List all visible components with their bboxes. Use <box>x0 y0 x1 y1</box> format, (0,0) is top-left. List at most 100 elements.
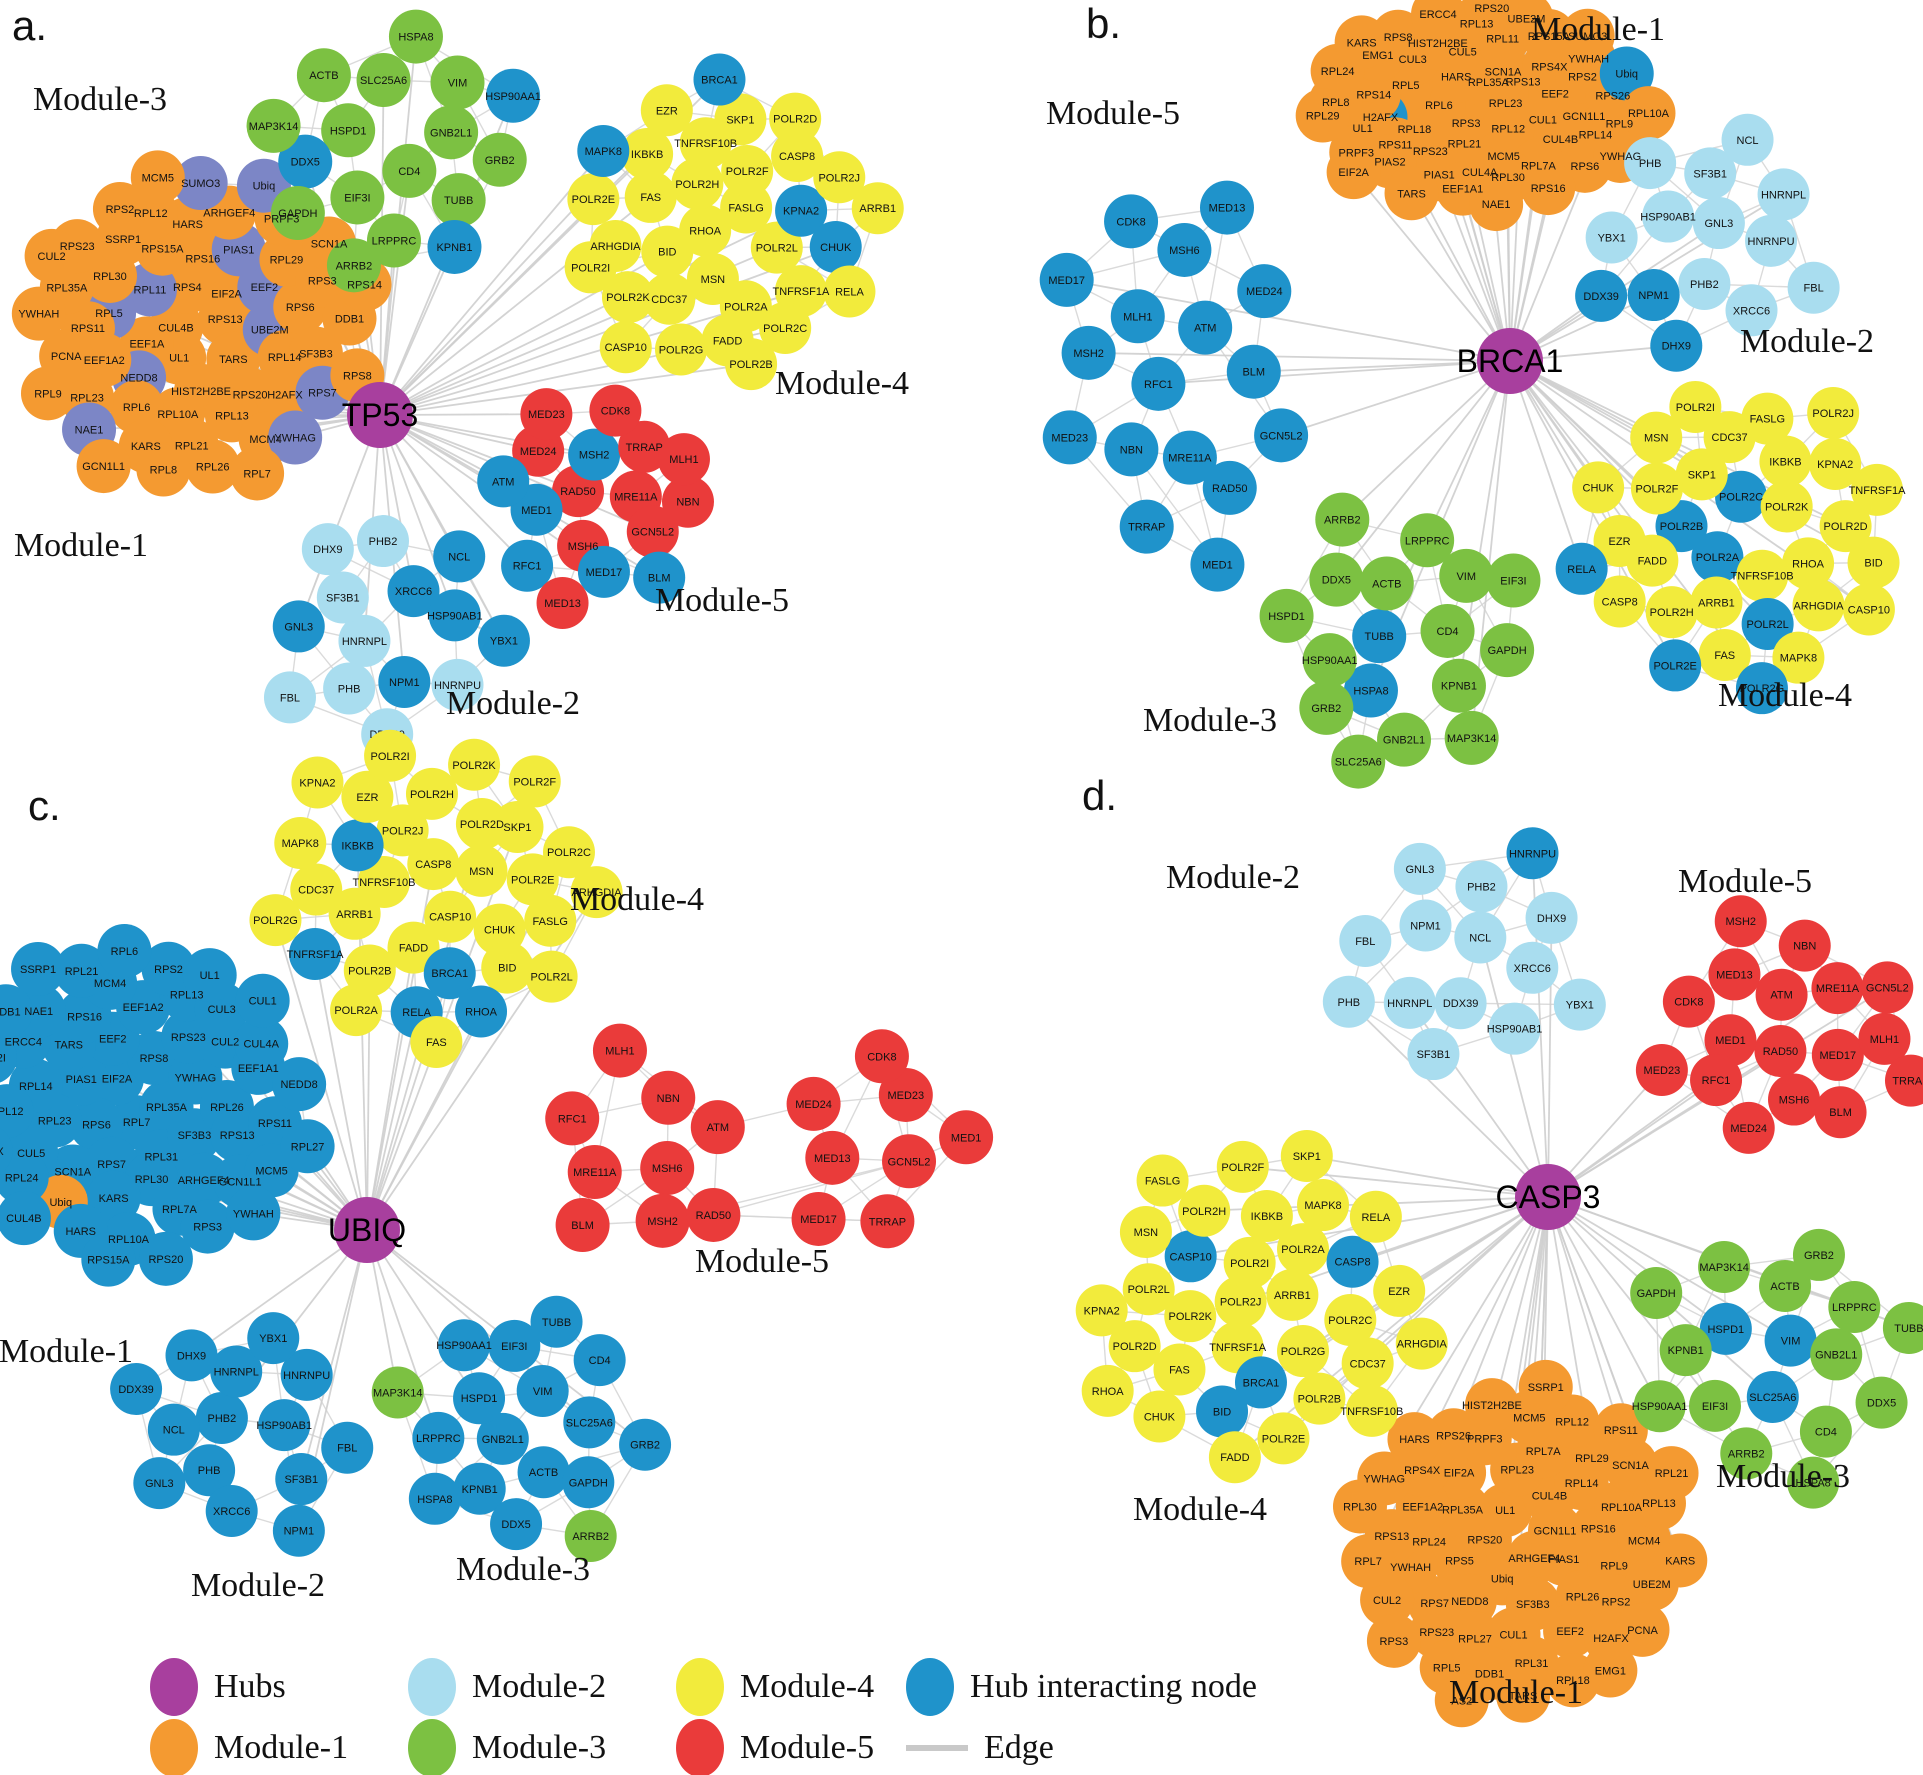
node-label-RFC1: RFC1 <box>513 561 542 573</box>
node-label-MSH6: MSH6 <box>1779 1095 1810 1107</box>
node-POLR2G <box>1277 1325 1330 1378</box>
node-label-KARS: KARS <box>99 1193 129 1205</box>
hub-edge <box>379 150 604 416</box>
node-label-DHX9: DHX9 <box>1662 341 1691 353</box>
node-label-HNRNPU: HNRNPU <box>283 1370 330 1382</box>
node-label-CASP10: CASP10 <box>429 912 471 924</box>
node-KARS <box>1653 1533 1708 1588</box>
hub-label-BRCA1: BRCA1 <box>1457 343 1564 379</box>
node-label-RPL30: RPL30 <box>1491 172 1525 184</box>
panel-c-network: RPL7 EIF2A RPL35A RPS6 RPS8 RPL31 PIAS1 YWHAG RP… <box>0 729 994 1604</box>
node-label-UL1: UL1 <box>1353 123 1373 135</box>
node-CDK8 <box>854 1029 909 1084</box>
node-CASP10 <box>599 321 652 374</box>
node-DDX39 <box>1434 977 1487 1030</box>
node-DDX5 <box>490 1498 543 1551</box>
node-FBL <box>1787 261 1840 314</box>
node-FAS <box>1698 628 1751 681</box>
node-GCN5L2 <box>1861 961 1914 1014</box>
node-label-BRCA1: BRCA1 <box>1243 1377 1280 1389</box>
node-label-Ubiq: Ubiq <box>253 181 276 193</box>
node-POLR2L <box>1122 1263 1175 1316</box>
node-label-SF3B1: SF3B1 <box>1693 168 1727 180</box>
node-label-RPL5: RPL5 <box>1433 1663 1461 1675</box>
node-label-PIAS1: PIAS1 <box>1548 1554 1579 1566</box>
node-label-MED1: MED1 <box>1202 560 1233 572</box>
module2-swatch <box>408 1658 456 1716</box>
module-label-d-Module-3: Module-3 <box>1716 1458 1850 1495</box>
node-label-FBL: FBL <box>1355 936 1375 948</box>
node-label-RPL14: RPL14 <box>268 352 302 364</box>
node-label-CUL4B: CUL4B <box>158 323 193 335</box>
node-FBL <box>321 1421 374 1474</box>
node-label-XRCC6: XRCC6 <box>1733 305 1770 317</box>
node-label-RPL29: RPL29 <box>1575 1453 1609 1465</box>
node-NPM1 <box>1399 899 1452 952</box>
node-label-RPL13: RPL13 <box>215 410 249 422</box>
node-label-EIF3I: EIF3I <box>344 192 370 204</box>
legend-item-module5: Module-5 <box>676 1719 874 1775</box>
node-MSH6 <box>640 1141 695 1196</box>
node-label-EIF3I: EIF3I <box>1702 1401 1728 1413</box>
node-label-NEDD8: NEDD8 <box>280 1079 317 1091</box>
node-label-MED1: MED1 <box>1715 1035 1746 1047</box>
node-label-MRE11A: MRE11A <box>614 492 658 504</box>
node-label-HSPD1: HSPD1 <box>461 1393 498 1405</box>
node-NAE1 <box>1469 177 1524 232</box>
node-label-RPS26: RPS26 <box>1436 1430 1471 1442</box>
node-TUBB <box>1352 609 1407 664</box>
node-label-POLR2B: POLR2B <box>1298 1394 1341 1406</box>
node-YBX1 <box>1553 978 1606 1031</box>
node-label-POLR2K: POLR2K <box>1169 1311 1213 1323</box>
node-label-POLR2K: POLR2K <box>606 292 650 304</box>
node-label-RHOA: RHOA <box>1792 558 1824 570</box>
node-label-TNFRSF1A: TNFRSF1A <box>1849 485 1907 497</box>
node-label-CDK8: CDK8 <box>601 406 630 418</box>
node-POLR2I <box>1223 1236 1276 1289</box>
node-SLC25A6 <box>1331 734 1386 789</box>
node-label-RPS23: RPS23 <box>1419 1627 1454 1639</box>
node-MAP3K14 <box>371 1366 424 1419</box>
hub-edge <box>1509 360 1583 570</box>
module-label-d-Module-1: Module-1 <box>1449 1674 1583 1711</box>
node-label-CD4: CD4 <box>1815 1427 1837 1439</box>
node-RPL24 <box>0 1150 49 1205</box>
node-label-HSPD1: HSPD1 <box>1707 1324 1744 1336</box>
node-POLR2D <box>769 92 822 145</box>
node-label-CUL3: CUL3 <box>208 1004 236 1016</box>
node-PHB <box>183 1444 236 1497</box>
node-MED23 <box>1635 1044 1688 1097</box>
node-RHOA <box>679 204 732 257</box>
node-label-Ubiq: Ubiq <box>49 1197 72 1209</box>
node-label-TNFRSF10B: TNFRSF10B <box>1340 1406 1403 1418</box>
node-label-RPS11: RPS11 <box>1378 139 1412 151</box>
node-label-POLR2F: POLR2F <box>513 776 556 788</box>
node-POLR2I <box>564 241 617 294</box>
hub-node-CASP3 <box>1515 1164 1581 1230</box>
node-FAS <box>1153 1343 1206 1396</box>
node-label-RPL21: RPL21 <box>65 966 99 978</box>
node-label-DDB1: DDB1 <box>1475 1668 1504 1680</box>
node-label-RPL29: RPL29 <box>270 255 304 267</box>
node-label-RPL6: RPL6 <box>111 946 139 958</box>
node-RHOA <box>1081 1364 1134 1417</box>
node-label-GNL3: GNL3 <box>1705 218 1734 230</box>
node-label-RPS11: RPS11 <box>71 323 105 335</box>
node-label-RPL21: RPL21 <box>1448 138 1482 150</box>
hub-edge <box>1352 171 1511 362</box>
node-POLR2L <box>525 950 578 1003</box>
node-RPS26 <box>1426 1408 1481 1463</box>
node-SF3B1 <box>1684 147 1737 200</box>
node-label-HSP90AA1: HSP90AA1 <box>1632 1401 1688 1413</box>
node-label-RPS15A: RPS15A <box>87 1255 130 1267</box>
node-ACTB <box>1759 1259 1812 1312</box>
node-label-RHOA: RHOA <box>465 1007 497 1019</box>
node-GAPDH <box>562 1456 615 1509</box>
node-label-ARRB1: ARRB1 <box>859 203 896 215</box>
node-label-LRPPRC: LRPPRC <box>372 236 417 248</box>
node-label-TNFRSF10B: TNFRSF10B <box>353 877 416 889</box>
node-label-HSP90AB1: HSP90AB1 <box>256 1420 312 1432</box>
node-label-CUL2: CUL2 <box>1373 1595 1401 1607</box>
node-NBN <box>1778 919 1831 972</box>
node-label-CDK8: CDK8 <box>1674 997 1703 1009</box>
